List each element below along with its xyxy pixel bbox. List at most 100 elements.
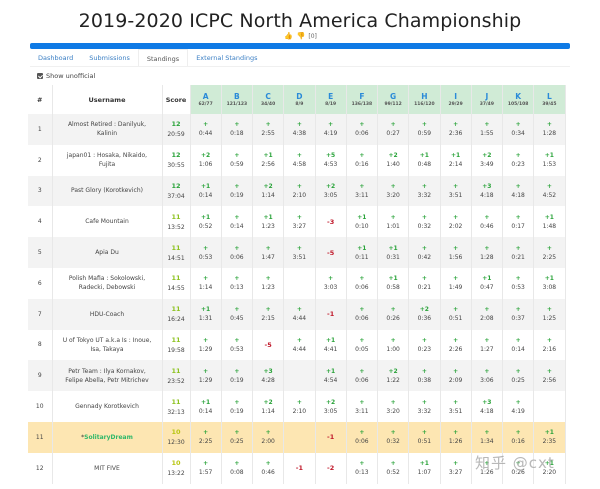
problem-cell[interactable]: +1:23 [252,267,285,299]
col-problem-i[interactable]: I 29/29 [440,85,472,114]
problem-cell[interactable]: +0:38 [408,360,441,392]
problem-cell[interactable]: +2:36 [440,114,472,145]
problem-cell[interactable]: +1:26 [440,421,472,453]
problem-cell[interactable]: +0:06 [346,298,379,330]
problem-cell[interactable]: +1 0:52 [190,206,222,238]
problem-label[interactable]: L [546,92,552,101]
problem-cell[interactable]: +3:06 [471,360,504,392]
problem-cell[interactable]: +0:53 [502,267,535,299]
problem-cell[interactable] [283,360,316,392]
problem-cell[interactable]: +0:26 [377,298,410,330]
username-text[interactable]: HDU-Coach [89,310,125,318]
problem-cell[interactable]: +2 1:22 [377,360,410,392]
problem-cell[interactable]: +2 1:06 [190,144,222,176]
problem-cell[interactable]: +1 0:14 [190,175,222,207]
problem-cell[interactable]: +4:44 [283,298,316,330]
username-text[interactable]: U of Tokyo UT a.k.a Is : Inoue, Isa, Tak… [62,336,152,353]
problem-cell[interactable]: -1 [315,298,347,330]
username-cell[interactable]: U of Tokyo UT a.k.a Is : Inoue, Isa, Tak… [52,329,163,361]
problem-cell[interactable]: +1 2:56 [252,144,285,176]
username-cell[interactable]: MIT FIVE [52,452,163,484]
username-cell[interactable]: HDU-Coach [52,298,163,330]
problem-cell[interactable]: +2:10 [283,391,316,422]
problem-cell[interactable]: +0:26 [502,452,535,484]
problem-cell[interactable]: +4:52 [533,175,566,207]
problem-cell[interactable]: +3:11 [346,391,379,422]
problem-cell[interactable] [283,267,316,299]
username-cell[interactable]: Petr Team : Ilya Kornakov, Felipe Abella… [52,360,163,392]
problem-cell[interactable]: +1 3:08 [533,267,566,299]
problem-cell[interactable]: +0:06 [221,237,254,268]
problem-cell[interactable]: +2:25 [190,421,222,453]
problem-cell[interactable]: +2 3:05 [315,391,347,422]
problem-cell[interactable]: +4:19 [502,391,535,422]
problem-cell[interactable]: +1:49 [440,267,472,299]
problem-cell[interactable]: +1:25 [533,298,566,330]
problem-cell[interactable]: +2:26 [440,329,472,361]
col-problem-h[interactable]: H 116/120 [408,85,441,114]
problem-cell[interactable]: +2:09 [440,360,472,392]
problem-cell[interactable]: +3:32 [408,391,441,422]
problem-label[interactable]: G [390,92,397,101]
problem-cell[interactable] [533,391,566,422]
problem-label[interactable]: A [202,92,209,101]
problem-cell[interactable]: +4:58 [283,144,316,176]
problem-cell[interactable]: +0:16 [502,421,535,453]
problem-cell[interactable]: +2:16 [533,329,566,361]
show-unofficial-checkbox[interactable] [37,73,43,79]
col-problem-j[interactable]: J 37/49 [471,85,504,114]
problem-cell[interactable]: +0:13 [221,267,254,299]
problem-cell[interactable]: +0:59 [221,144,254,176]
problem-cell[interactable]: +3:03 [315,267,347,299]
problem-cell[interactable]: +0:05 [346,329,379,361]
username-cell[interactable]: Polish Mafia : Sokolowski, Radecki, Debo… [52,267,163,299]
problem-cell[interactable]: +2:02 [440,206,472,238]
problem-cell[interactable]: +3:51 [440,391,472,422]
username-text[interactable]: MIT FIVE [94,464,120,472]
problem-label[interactable]: B [234,92,240,101]
tab-external-standings[interactable]: External Standings [196,54,258,62]
username-text[interactable]: Almost Retired : Danilyuk, Kalinin [67,121,147,138]
problem-cell[interactable]: +1 2:35 [533,421,566,453]
problem-cell[interactable]: +2:55 [252,114,285,145]
problem-cell[interactable]: +2:08 [471,298,504,330]
problem-cell[interactable]: +3:20 [377,391,410,422]
tab-standings[interactable]: Standings [137,49,189,66]
problem-cell[interactable]: +0:06 [346,114,379,145]
problem-cell[interactable]: +0:18 [221,114,254,145]
col-problem-k[interactable]: K 105/108 [502,85,535,114]
problem-cell[interactable]: +1 0:10 [346,206,379,238]
tab-submissions[interactable]: Submissions [89,54,130,62]
problem-cell[interactable]: +2 1:14 [252,391,285,422]
problem-cell[interactable]: +0:16 [346,144,379,176]
problem-cell[interactable]: +1 0:48 [408,144,441,176]
problem-cell[interactable]: +1 4:41 [315,329,347,361]
problem-cell[interactable]: +0:19 [221,360,254,392]
username-cell[interactable]: Almost Retired : Danilyuk, Kalinin [52,114,163,145]
problem-cell[interactable]: +1:29 [190,329,222,361]
problem-cell[interactable]: -1 [315,421,347,453]
col-problem-d[interactable]: D 8/9 [283,85,316,114]
problem-cell[interactable]: +0:14 [221,206,254,238]
problem-cell[interactable]: +1 0:14 [190,391,222,422]
problem-cell[interactable]: +1:55 [471,114,504,145]
problem-cell[interactable]: +2 0:36 [408,298,441,330]
problem-cell[interactable]: +4:38 [283,114,316,145]
problem-cell[interactable]: +2:25 [533,237,566,268]
username-cell[interactable]: Apia Du [52,237,163,268]
problem-cell[interactable]: +2:10 [283,175,316,207]
problem-cell[interactable]: +1 1:23 [252,206,285,238]
problem-cell[interactable]: +1 1:07 [408,452,441,484]
problem-cell[interactable]: +2:15 [252,298,285,330]
problem-cell[interactable]: +0:08 [221,452,254,484]
problem-cell[interactable]: +3:51 [283,237,316,268]
col-problem-a[interactable]: A 62/77 [190,85,222,114]
problem-cell[interactable]: +1:00 [377,329,410,361]
problem-cell[interactable]: +1:56 [440,237,472,268]
problem-cell[interactable]: +2 3:49 [471,144,504,176]
problem-cell[interactable]: +1:28 [471,237,504,268]
problem-cell[interactable]: +1:14 [190,267,222,299]
problem-label[interactable]: H [421,92,428,101]
problem-cell[interactable]: +3 4:18 [471,391,504,422]
problem-cell[interactable]: +2 3:05 [315,175,347,207]
